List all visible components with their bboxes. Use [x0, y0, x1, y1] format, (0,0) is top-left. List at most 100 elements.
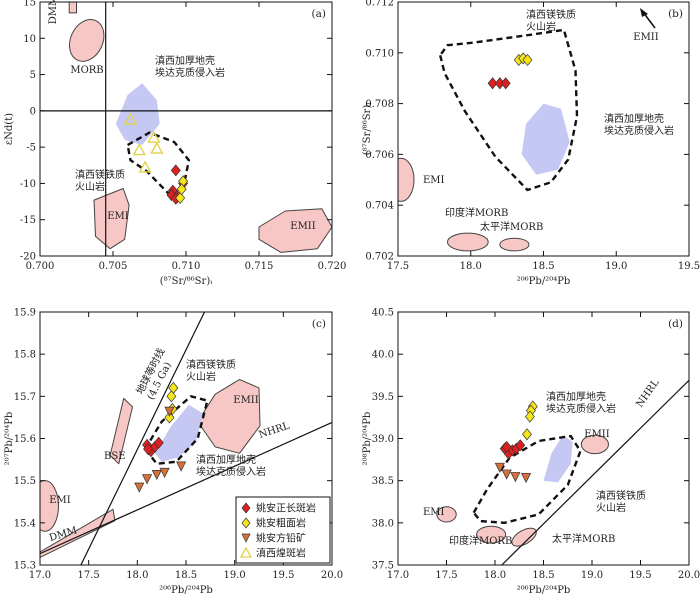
label-印度洋MORB: 印度洋MORB — [449, 534, 512, 547]
panel-label: (c) — [312, 318, 326, 330]
label-EMII-arrow: EMII — [633, 32, 658, 43]
label-MORB: MORB — [70, 65, 103, 76]
x-tick-label: 18.5 — [532, 261, 554, 272]
y-tick-label: 0.702 — [365, 252, 394, 263]
field-3 — [197, 379, 261, 454]
x-axis-label: ²⁰⁶Pb/²⁰⁴Pb — [517, 276, 571, 287]
label-EMI: EMI — [423, 175, 445, 186]
marker-2-4 — [138, 160, 152, 173]
y-tick-label: -5 — [26, 143, 36, 154]
marker-2-5 — [164, 406, 175, 417]
x-tick-label: 19.5 — [272, 570, 294, 581]
marker-1-1 — [175, 191, 186, 204]
legend-marker — [241, 517, 251, 529]
marker-2-3 — [150, 141, 164, 154]
legend-marker — [239, 546, 253, 558]
y-tick-label: -10 — [20, 179, 36, 190]
y-tick-label: 0.712 — [365, 0, 394, 9]
label-DMM: DMM — [48, 0, 59, 24]
x-tick-label: 17.5 — [78, 570, 100, 581]
y-tick-label: 15.5 — [14, 476, 36, 487]
y-tick-label: 10 — [23, 34, 36, 45]
x-tick-label: 19.0 — [581, 570, 603, 581]
y-tick-label: 15.6 — [14, 434, 36, 445]
x-tick-label: 0.715 — [245, 261, 274, 272]
panel-c: 17.0 17.5 18.0 18.5 19.0 19.5 20.0 15.9 15.8 15.7… — [4, 308, 343, 597]
label-EMII: EMII — [233, 395, 258, 406]
field-3 — [580, 434, 609, 455]
field-1 — [446, 232, 489, 252]
x-tick-label: 19.0 — [224, 570, 246, 581]
reference-line-0 — [80, 312, 206, 565]
y-tick-label: 40.0 — [372, 350, 394, 361]
y-axis-label: (⁸⁷Sr/⁸⁶Sr)ᵢ — [362, 103, 373, 155]
x-tick-label: 17.5 — [435, 570, 457, 581]
marker-2-2 — [132, 143, 146, 156]
marker-1-3 — [522, 428, 532, 441]
marker-1-2 — [524, 410, 535, 423]
field-0 — [68, 2, 77, 14]
x-tick-label: 17.0 — [387, 570, 409, 581]
y-tick-label: 0.708 — [365, 99, 394, 110]
marker-0-0 — [170, 164, 181, 177]
field-5 — [143, 395, 209, 465]
field-4 — [439, 28, 579, 192]
field-4 — [543, 435, 573, 483]
legend-label: 滇西煌斑岩 — [256, 547, 306, 560]
x-tick-label: 18.0 — [126, 570, 148, 581]
y-tick-label: 38.0 — [372, 518, 394, 529]
x-tick-label: 19.5 — [629, 570, 651, 581]
x-tick-label: 18.5 — [532, 570, 554, 581]
y-tick-label: 15.8 — [14, 350, 36, 361]
marker-1-0 — [168, 381, 179, 394]
field-2 — [511, 527, 537, 547]
reference-line-1 — [40, 421, 332, 555]
y-tick-label: 0.706 — [365, 150, 394, 161]
label-滇西镁铁质: 滇西镁铁质火山岩 — [186, 358, 236, 383]
y-tick-label: 38.5 — [372, 476, 394, 487]
legend-label: 姚安方铅矿 — [256, 532, 306, 545]
legend-marker — [241, 533, 251, 543]
plot-area — [398, 28, 579, 252]
field-0 — [398, 157, 415, 202]
marker-0-5 — [501, 440, 512, 453]
y-tick-label: 37.5 — [372, 561, 394, 572]
field-2 — [499, 237, 530, 252]
y-tick-label: 0.704 — [365, 201, 394, 212]
label-EMII: EMII — [584, 429, 609, 440]
marker-1-2 — [164, 411, 175, 424]
y-axis-label: ²⁰⁷Pb/²⁰⁴Pb — [4, 412, 15, 466]
marker-2-0 — [494, 462, 505, 473]
label-滇西加厚地壳: 滇西加厚地壳埃达克质侵入岩 — [196, 453, 266, 478]
field-3 — [521, 103, 570, 175]
marker-1-2 — [176, 183, 187, 196]
panel-label: (b) — [668, 8, 683, 20]
y-tick-label: 39.5 — [372, 392, 394, 403]
label-滇西镁铁质: 滇西镁铁质火山岩 — [596, 489, 646, 514]
marker-1-2 — [522, 53, 533, 66]
reference-line-0 — [501, 379, 689, 565]
plot-area — [40, 2, 332, 256]
marker-2-4 — [176, 461, 187, 472]
y-tick-label: 0 — [30, 106, 36, 117]
x-tick-label: 0.700 — [26, 261, 55, 272]
x-axis-label: (⁸⁷Sr/⁸⁶Sr)ᵢ — [160, 276, 212, 287]
x-tick-label: 17.5 — [387, 261, 409, 272]
y-tick-label: 0.710 — [365, 48, 394, 59]
panel-d: 17.0 17.5 18.0 18.5 19.0 19.5 20.0 40.5 40.0 39.5… — [362, 308, 700, 597]
field-4 — [154, 404, 203, 462]
y-tick-label: -15 — [20, 215, 36, 226]
y-tick-label: 15.4 — [14, 518, 36, 529]
marker-2-2 — [510, 472, 521, 483]
label-NHRL: NHRL — [634, 377, 661, 410]
marker-2-0 — [123, 112, 138, 125]
label-滇西镁铁质: 滇西镁铁质火山岩 — [75, 168, 125, 193]
legend-box — [235, 496, 331, 564]
marker-2-1 — [501, 469, 512, 480]
legend-label: 姚安正长斑岩 — [256, 502, 316, 515]
marker-0-4 — [515, 439, 526, 452]
label-EMII: EMII — [290, 221, 315, 232]
y-tick-label: 15.7 — [14, 392, 36, 403]
marker-1-1 — [166, 390, 177, 403]
